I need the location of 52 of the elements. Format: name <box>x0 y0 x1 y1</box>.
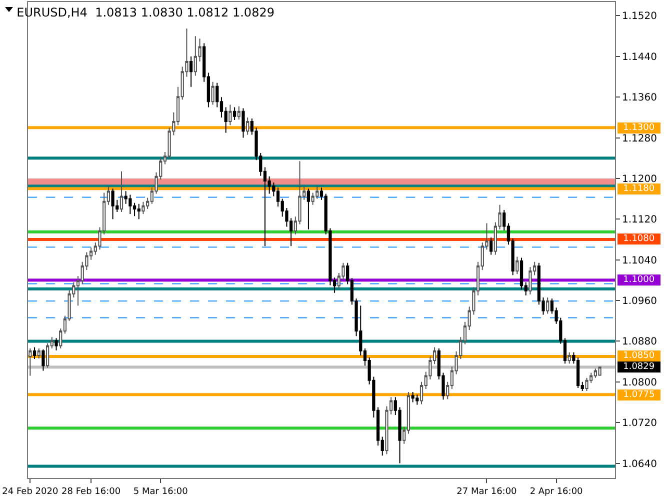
candlestick <box>111 188 114 220</box>
candlestick <box>242 108 245 138</box>
candlestick <box>189 56 193 88</box>
ref-line-label: 1.0829 <box>623 362 655 372</box>
candlestick <box>228 104 232 126</box>
ref-line-label: 1.1180 <box>623 184 655 194</box>
candlestick <box>411 392 414 403</box>
ref-line-label: 1.0850 <box>623 351 655 361</box>
ref-line-label: 1.1300 <box>623 123 655 133</box>
candlestick <box>28 348 32 376</box>
candlestick <box>128 194 132 215</box>
y-tick-label: 1.1200 <box>622 174 657 185</box>
candlestick <box>576 356 580 388</box>
candlestick <box>546 296 550 314</box>
candlestick <box>120 170 124 213</box>
ref-line-label: 1.0775 <box>623 390 655 400</box>
candlestick <box>598 366 602 376</box>
y-tick-label: 1.1040 <box>622 255 657 266</box>
y-tick-label: 1.0720 <box>622 418 657 430</box>
candlestick <box>32 346 36 360</box>
candlestick <box>37 348 40 359</box>
y-tick-label: 1.1440 <box>622 52 657 63</box>
candlestick <box>142 201 145 215</box>
y-tick-label: 1.1520 <box>622 11 657 22</box>
candlestick <box>416 394 419 406</box>
candlestick <box>246 116 250 136</box>
candlestick <box>568 352 571 364</box>
y-tick-label: 1.0880 <box>622 336 657 348</box>
candlestick <box>211 81 214 106</box>
chart-title: EURUSD,H4 1.0813 1.0830 1.0812 1.0829 <box>16 6 274 20</box>
y-tick-label: 1.0640 <box>622 458 657 470</box>
candlestick <box>516 256 519 275</box>
candlestick <box>232 106 236 120</box>
candlestick <box>528 266 532 295</box>
candlestick <box>237 106 240 120</box>
x-tick-label: 24 Feb 2020 <box>2 486 58 497</box>
candlestick <box>306 188 310 230</box>
y-tick-label: 1.0800 <box>622 377 657 388</box>
candlestick <box>490 236 493 256</box>
x-tick-label: 28 Feb 16:00 <box>62 486 121 497</box>
candlestick <box>42 348 45 372</box>
candlestick <box>137 203 140 220</box>
y-tick-label: 1.0960 <box>622 296 657 308</box>
x-tick-label: 5 Mar 16:00 <box>133 486 188 497</box>
ref-line-label: 1.1080 <box>623 234 655 244</box>
ref-line-label: 1.1000 <box>623 275 655 285</box>
y-tick-label: 1.1360 <box>622 92 657 104</box>
x-tick-label: 2 Apr 16:00 <box>530 486 584 497</box>
x-tick-label: 27 Mar 16:00 <box>456 486 518 497</box>
y-tick-label: 1.1120 <box>622 214 657 226</box>
candlestick <box>54 338 58 351</box>
y-tick-label: 1.1280 <box>622 133 657 144</box>
